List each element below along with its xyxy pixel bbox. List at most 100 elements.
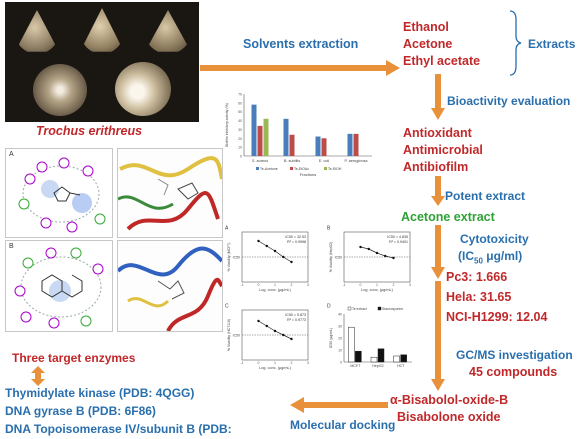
docking-2d-panel-b: B	[5, 240, 113, 332]
docking-3d-panel-b	[116, 240, 224, 333]
x-tick-label: -1	[240, 283, 243, 287]
x-axis-label: Log. conc. (μg/mL)	[259, 366, 291, 370]
chart-annotation: IC50 = 5.873	[285, 313, 306, 317]
y-tick-label: 20	[238, 137, 242, 141]
chart-annotation: IC50 = 32.53	[285, 235, 306, 239]
data-point	[290, 337, 293, 341]
bar	[251, 104, 257, 156]
x-tick-label: 2	[291, 283, 293, 287]
acetone-extract-label: Acetone extract	[401, 210, 495, 224]
bar	[355, 350, 362, 363]
ic50-bar-chart: D 0 10 20 30 40 MCF7 HepG2 HCT Te extract Staurosp…	[327, 304, 412, 368]
solvent-2: Acetone	[403, 37, 453, 51]
target-2: DNA gyrase B (PDB: 6F86)	[5, 404, 156, 418]
y-tick-label: 30	[338, 325, 342, 329]
bar	[263, 118, 269, 156]
shell-image	[115, 62, 171, 116]
data-point	[273, 249, 277, 253]
bar	[377, 348, 385, 363]
x-tick-label: 1	[376, 283, 378, 287]
x-tick-label: P. aeruginosa	[345, 159, 369, 163]
extracts-label: Extracts	[528, 37, 576, 51]
data-point	[265, 324, 268, 328]
chart-annotation: R² = 0.9998	[287, 240, 306, 244]
x-tick-label: S. aureus	[252, 159, 268, 163]
data-point	[282, 333, 285, 337]
step-bioactivity-evaluation: Bioactivity evaluation	[447, 94, 571, 108]
y-tick-label: 20	[338, 337, 342, 341]
y-axis-label: IC50 (μg/mL)	[329, 328, 333, 349]
data-point	[367, 247, 370, 251]
y-tick-label: 10	[238, 146, 242, 150]
panel-label-a: A	[9, 151, 14, 158]
x-tick-label: 3	[307, 283, 309, 287]
data-point	[384, 254, 387, 258]
data-point	[257, 319, 260, 323]
legend-swatch	[377, 306, 382, 311]
x-axis-label: Log. conc. (μg/mL)	[361, 288, 393, 292]
y-tick-label: 50	[238, 110, 242, 114]
interaction-diagram-a	[18, 157, 106, 233]
viability-chart-a: IC50 A -1 0 1 2 3 Log. conc. (μg/mL) % Viability…	[225, 226, 309, 293]
shell-photo	[5, 2, 199, 122]
activity-1: Antioxidant	[403, 126, 472, 140]
bar	[393, 355, 400, 363]
x-tick-label: -1	[240, 361, 243, 365]
ic50-prefix: (IC	[458, 249, 474, 263]
x-tick-label: B. subtilis	[284, 159, 300, 163]
step-solvents-extraction: Solvents extraction	[243, 37, 359, 51]
panel-label-b: B	[9, 243, 14, 250]
data-point	[265, 244, 268, 248]
shell-image	[80, 8, 124, 52]
bar	[289, 134, 295, 156]
legend-label: Staurosporine	[382, 307, 403, 311]
docking-3d-panel-a	[117, 148, 224, 238]
y-tick-label: 30	[238, 128, 242, 132]
chart-panel-label: A	[225, 226, 229, 232]
bar	[257, 125, 263, 156]
bar	[348, 326, 355, 363]
step-gcms: GC/MS investigation	[456, 348, 573, 362]
down-arrow-icon	[431, 176, 445, 206]
y-tick-label: 70	[238, 93, 242, 97]
y-axis-label: % Viability (HCT116)	[227, 319, 231, 351]
legend-label: Te-Acetone	[260, 167, 278, 171]
chart-panel-label: D	[327, 304, 331, 310]
left-arrow-icon	[290, 397, 388, 413]
y-tick-label: 60	[238, 101, 242, 105]
y-axis-label: % Viability (HepG2)	[329, 242, 333, 272]
x-tick-label: 2	[393, 283, 395, 287]
x-tick-label: E. coli	[319, 159, 329, 163]
chart-annotation: IC50 = 4.835	[387, 235, 408, 239]
compound-2: Bisabolone oxide	[397, 410, 501, 424]
x-tick-label: -1	[342, 283, 345, 287]
legend-swatch	[290, 167, 293, 170]
step-potent-extract: Potent extract	[445, 189, 526, 203]
step-cytotoxicity: Cytotoxicity	[460, 232, 529, 246]
three-targets-label: Three target enzymes	[12, 351, 136, 365]
legend-swatch	[256, 167, 259, 170]
x-tick-label: HCT	[397, 364, 405, 368]
bar	[353, 133, 359, 156]
shell-image	[145, 10, 191, 52]
double-arrow-icon	[31, 366, 45, 386]
ic50-tick: IC50	[233, 334, 240, 338]
legend-label: Te-EtOH	[328, 167, 342, 171]
bar	[400, 354, 407, 363]
protein-ribbon-b	[116, 246, 224, 333]
step-molecular-docking: Molecular docking	[290, 418, 396, 432]
down-arrow-icon	[431, 74, 445, 120]
chart-panel-label: C	[225, 304, 229, 310]
shell-image	[15, 10, 59, 52]
target-1: Thymidylate kinase (PDB: 4QGG)	[5, 386, 195, 400]
data-point	[257, 239, 260, 243]
data-point	[290, 260, 293, 264]
ic50-value-1: Pc3: 1.666	[446, 270, 508, 284]
brace-icon	[509, 10, 522, 76]
data-point	[273, 329, 277, 333]
docking-2d-panel-a: A	[5, 148, 113, 238]
protein-ribbon-a	[117, 156, 224, 231]
interaction-diagram-b	[14, 247, 104, 329]
ic50-tick: IC50	[335, 256, 342, 260]
data-point	[359, 245, 362, 249]
